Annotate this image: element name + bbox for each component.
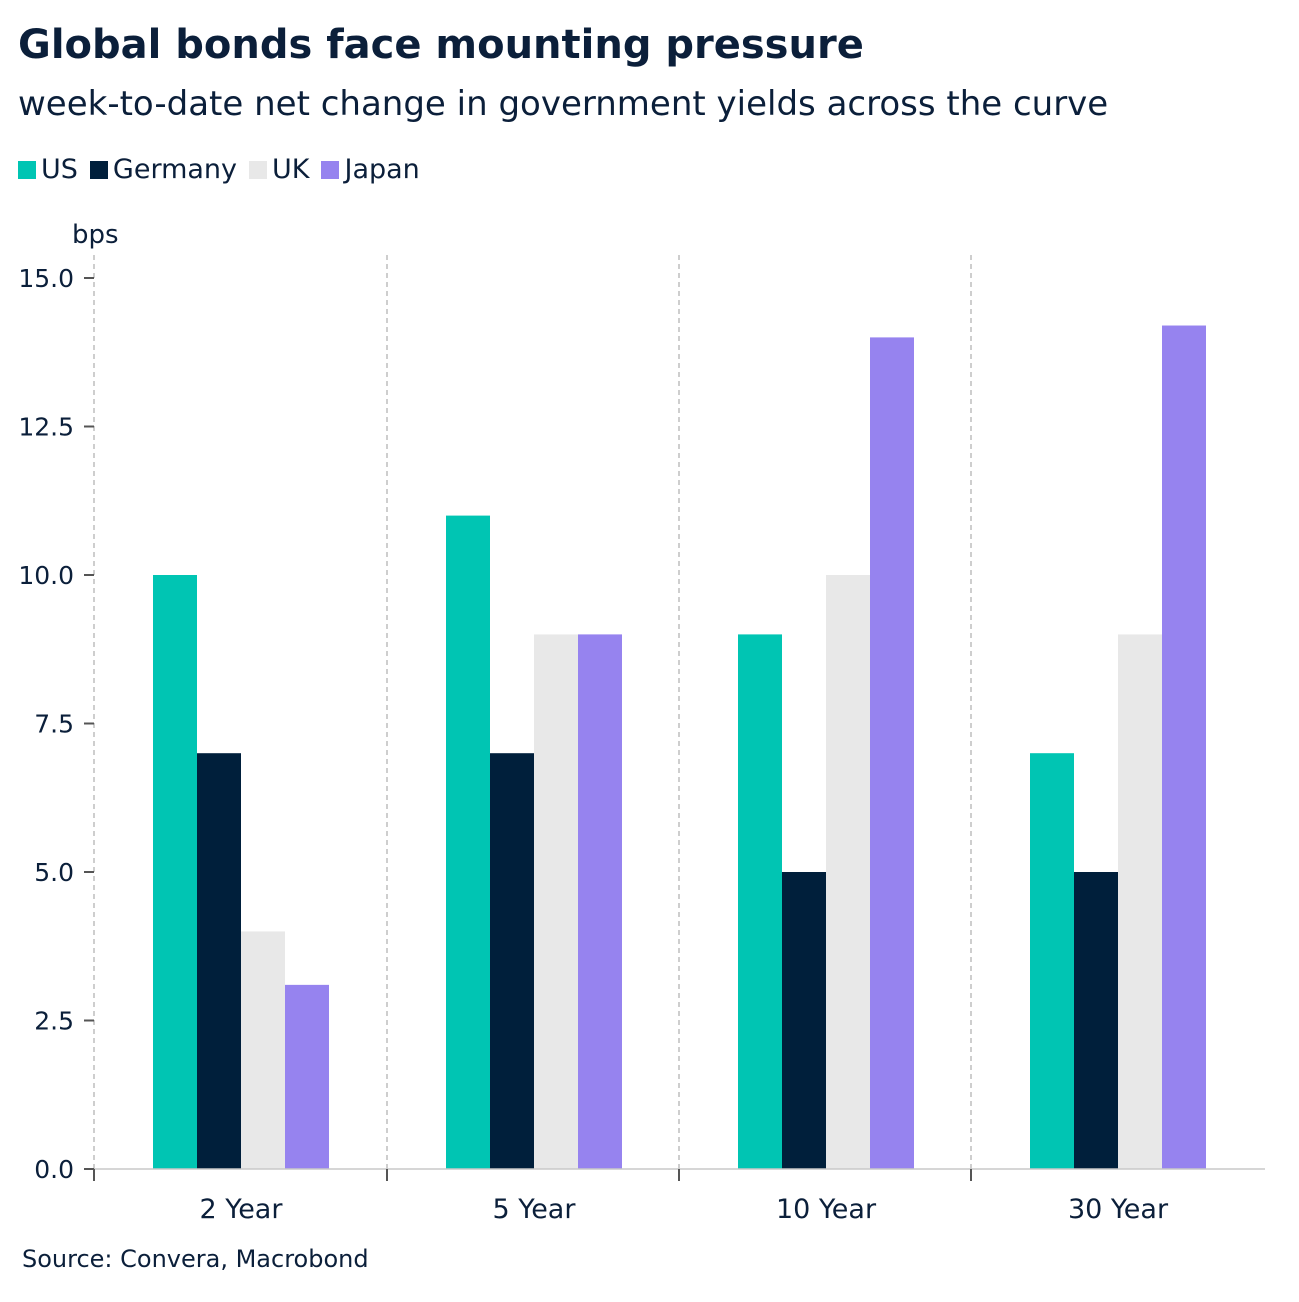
- legend-swatch-japan: [321, 160, 340, 179]
- y-tick-label: 2.5: [34, 1007, 74, 1036]
- y-tick-label: 10.0: [18, 561, 74, 590]
- legend-swatch-us: [18, 160, 36, 179]
- source-note: Source: Convera, Macrobond: [22, 1245, 369, 1273]
- bar-germany-30-year: [1074, 872, 1118, 1169]
- legend-swatch-uk: [249, 160, 268, 179]
- legend-label-us: US: [41, 154, 78, 185]
- bar-germany-10-year: [782, 872, 826, 1169]
- legend-item-us: US: [18, 154, 78, 185]
- bar-uk-5-year: [534, 634, 578, 1169]
- x-tick-label: 10 Year: [776, 1194, 877, 1225]
- chart-title: Global bonds face mounting pressure: [18, 22, 864, 68]
- bar-japan-30-year: [1162, 325, 1206, 1169]
- bar-japan-5-year: [578, 634, 622, 1169]
- legend-swatch-germany: [89, 160, 108, 179]
- y-tick-label: 5.0: [34, 858, 74, 887]
- bar-uk-30-year: [1118, 634, 1162, 1169]
- chart-subtitle: week-to-date net change in government yi…: [18, 84, 1109, 124]
- bar-germany-5-year: [490, 753, 534, 1169]
- x-tick-label: 2 Year: [200, 1194, 284, 1225]
- axes: 0.0 2.5 5.0 7.5 10.0 12.5 15.0 2 Year 5 Year 10 Y…: [18, 264, 1265, 1225]
- y-tick-label: 0.0: [34, 1155, 74, 1184]
- bar-uk-2-year: [241, 931, 285, 1169]
- legend-label-germany: Germany: [112, 154, 238, 185]
- legend-item-germany: Germany: [89, 154, 238, 185]
- bar-us-5-year: [446, 515, 490, 1169]
- legend-label-japan: Japan: [344, 154, 420, 185]
- legend-item-japan: Japan: [321, 154, 420, 185]
- legend-label-uk: UK: [272, 154, 310, 185]
- bar-japan-2-year: [285, 984, 329, 1169]
- legend-item-uk: UK: [249, 154, 309, 185]
- x-tick-label: 5 Year: [493, 1194, 577, 1225]
- bar-germany-2-year: [197, 753, 241, 1169]
- bar-us-10-year: [738, 634, 782, 1169]
- y-tick-label: 7.5: [34, 710, 74, 739]
- bar-us-30-year: [1030, 753, 1074, 1169]
- bars: [153, 325, 1206, 1169]
- y-axis-unit-label: bps: [72, 220, 119, 250]
- y-tick-label: 15.0: [18, 264, 74, 293]
- bar-japan-10-year: [870, 337, 914, 1169]
- legend: US Germany UK Japan: [18, 154, 432, 185]
- x-tick-label: 30 Year: [1068, 1194, 1169, 1225]
- bar-uk-10-year: [826, 575, 870, 1169]
- y-tick-label: 12.5: [18, 413, 74, 442]
- bar-us-2-year: [153, 575, 197, 1169]
